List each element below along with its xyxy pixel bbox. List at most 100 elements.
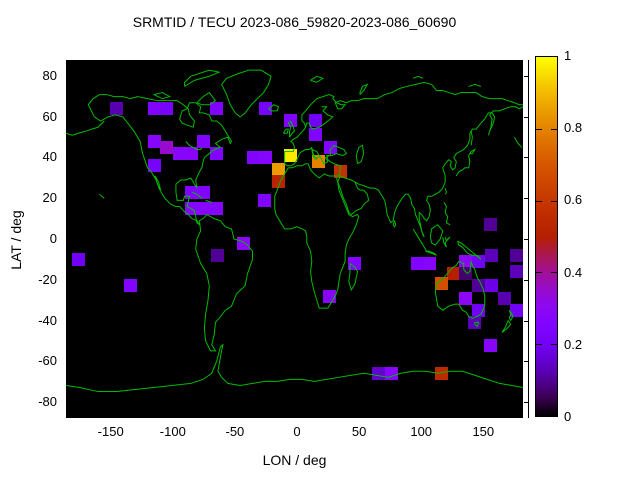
coastline-path xyxy=(66,345,523,392)
heatmap-cells-layer xyxy=(66,60,523,418)
coastline-path xyxy=(192,192,202,198)
heatmap-cell xyxy=(459,291,473,305)
coastline-path xyxy=(275,168,359,308)
heatmap-cell xyxy=(284,148,298,162)
coastline-path xyxy=(302,82,523,121)
coastline-path xyxy=(206,200,212,202)
right-border-tick xyxy=(524,75,529,77)
coastline-path xyxy=(514,137,521,147)
coastline-path xyxy=(471,131,472,145)
world-map-plot-area xyxy=(66,60,523,418)
colorbar-tick xyxy=(536,201,542,202)
coastline-path xyxy=(509,310,513,320)
right-border-tick xyxy=(524,239,529,240)
heatmap-cell xyxy=(124,279,138,293)
heatmap-cell xyxy=(510,248,523,262)
plot-title: SRMTID / TECU 2023-086_59820-2023-086_60… xyxy=(132,14,457,30)
heatmap-cell xyxy=(147,159,161,173)
coastline-path xyxy=(99,194,104,198)
coastline-path xyxy=(456,150,475,176)
colorbar-tick xyxy=(551,344,557,345)
right-border-tick xyxy=(524,157,529,159)
coastline-path xyxy=(306,107,333,129)
heatmap-cell xyxy=(209,201,223,215)
coastline-path xyxy=(356,145,363,163)
heatmap-cell xyxy=(471,254,485,268)
heatmap-cell xyxy=(333,165,347,179)
coastline-path xyxy=(444,202,450,224)
heatmap-cell xyxy=(510,265,523,279)
heatmap-cell xyxy=(184,185,198,199)
coastline-path xyxy=(285,121,306,166)
coastline-map xyxy=(66,60,523,418)
heatmap-cell xyxy=(147,134,161,148)
y-tick-label: 40 xyxy=(42,149,57,165)
coastline-path xyxy=(445,188,446,194)
y-tick-label: 60 xyxy=(42,108,57,124)
heatmap-cell xyxy=(259,101,273,115)
heatmap-cell xyxy=(197,185,211,199)
heatmap-cell xyxy=(172,146,186,160)
coastline-path xyxy=(288,145,346,178)
right-border-tick xyxy=(524,402,529,404)
colorbar-label: 1 xyxy=(564,48,572,63)
y-tick-label: -60 xyxy=(38,353,57,369)
coastline-path xyxy=(338,176,369,215)
heatmap-cell xyxy=(184,146,198,160)
x-tick-label: -50 xyxy=(225,424,245,439)
heatmap-cell xyxy=(197,134,211,148)
coastline-path xyxy=(283,129,288,133)
heatmap-cell xyxy=(423,256,437,270)
heatmap-cell xyxy=(459,267,473,281)
colorbar-label: 0.8 xyxy=(564,120,583,136)
x-tick-label: -150 xyxy=(97,424,124,439)
heatmap-cell xyxy=(484,218,498,232)
right-border-tick xyxy=(524,198,529,200)
coastline-path xyxy=(413,76,423,78)
heatmap-cell xyxy=(372,367,386,381)
colorbar-label: 0.4 xyxy=(564,264,583,280)
heatmap-cell xyxy=(347,256,361,270)
coastline-path xyxy=(458,241,481,259)
heatmap-cell xyxy=(258,193,272,207)
right-border-tick xyxy=(524,361,529,363)
x-tick-label: 50 xyxy=(351,424,367,439)
right-border-tick xyxy=(524,116,529,118)
y-axis-title: LAT / deg xyxy=(8,210,24,270)
coastline-path xyxy=(288,121,294,137)
heatmap-cell xyxy=(485,279,499,293)
colorbar-label: 0.6 xyxy=(564,192,583,208)
coastline-path xyxy=(360,84,367,94)
heatmap-cell xyxy=(459,254,473,268)
heatmap-cell xyxy=(271,163,285,177)
coastline-path xyxy=(413,229,427,251)
heatmap-cell xyxy=(485,248,499,262)
coastline-path xyxy=(469,84,481,86)
coastline-path xyxy=(443,237,450,247)
heatmap-cell xyxy=(247,150,261,164)
coastline-path xyxy=(185,70,220,86)
coastline-path xyxy=(355,107,523,237)
heatmap-cell xyxy=(71,252,85,266)
y-tick-label: 20 xyxy=(42,190,57,206)
coastline-path xyxy=(186,141,202,149)
colorbar-label: 0.2 xyxy=(564,336,583,352)
heatmap-cell xyxy=(410,256,424,270)
colorbar-tick xyxy=(536,129,542,130)
x-tick-label: 150 xyxy=(472,424,495,439)
heatmap-cell xyxy=(160,140,174,154)
heatmap-cell xyxy=(309,114,323,128)
y-tick-label: -40 xyxy=(38,312,57,328)
coastline-path xyxy=(66,121,104,135)
coastline-path xyxy=(311,76,323,82)
right-border-tick xyxy=(524,279,529,281)
coastline-path xyxy=(197,93,216,105)
heatmap-cell xyxy=(209,101,223,115)
coastline-path xyxy=(269,105,279,111)
colorbar-tick xyxy=(551,129,557,130)
coastline-path xyxy=(393,221,395,227)
coastline-path xyxy=(475,322,479,326)
x-tick-label: -100 xyxy=(159,424,186,439)
heatmap-cell xyxy=(434,277,448,291)
